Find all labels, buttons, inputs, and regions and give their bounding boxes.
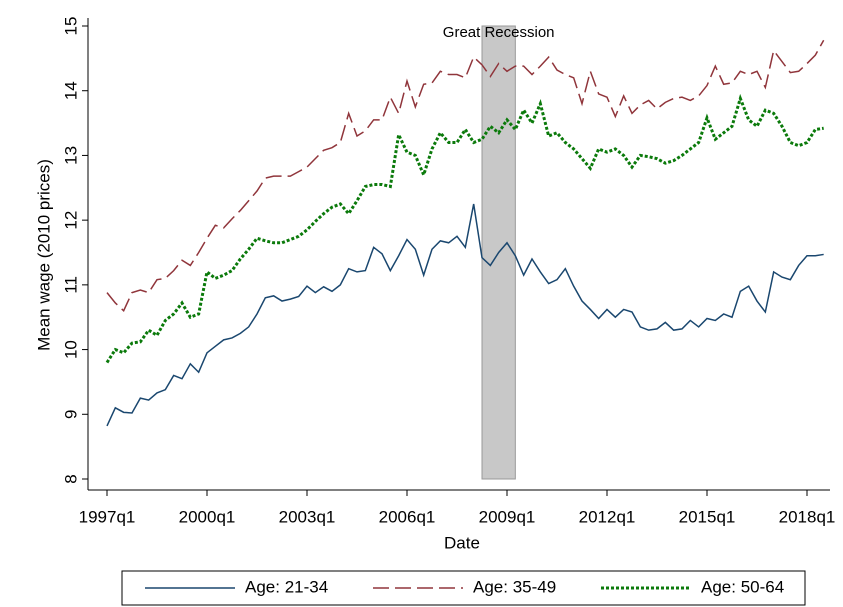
series-line (106, 39, 825, 312)
x-tick-label: 2006q1 (379, 507, 436, 526)
legend-label: Age: 35-49 (473, 577, 556, 596)
x-tick-label: 2018q1 (779, 507, 836, 526)
y-tick-label: 14 (61, 81, 80, 100)
x-tick-label: 2000q1 (179, 507, 236, 526)
x-tick-label: 1997q1 (79, 507, 136, 526)
series-line (105, 93, 824, 364)
y-axis-label: Mean wage (2010 prices) (34, 159, 53, 351)
legend-label: Age: 21-34 (245, 577, 328, 596)
legend-label: Age: 50-64 (701, 577, 784, 596)
x-axis-label: Date (444, 533, 480, 552)
y-tick-label: 12 (61, 211, 80, 230)
y-tick-label: 10 (61, 340, 80, 359)
shade-label: Great Recession (443, 24, 555, 41)
x-tick-label: 2015q1 (679, 507, 736, 526)
series-line (106, 203, 824, 427)
y-tick-label: 8 (61, 474, 80, 483)
x-tick-label: 2012q1 (579, 507, 636, 526)
x-tick-label: 2003q1 (279, 507, 336, 526)
y-tick-label: 13 (61, 146, 80, 165)
legend-box (121, 570, 806, 606)
y-tick-label: 9 (61, 410, 80, 419)
y-tick-label: 11 (61, 276, 80, 294)
y-tick-label: 15 (61, 17, 80, 36)
x-tick-label: 2009q1 (479, 507, 536, 526)
